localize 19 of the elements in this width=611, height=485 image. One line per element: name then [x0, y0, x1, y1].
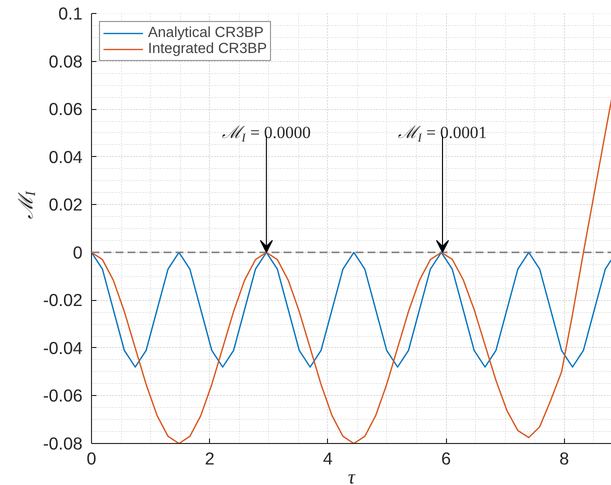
x-axis-title: τ — [348, 466, 356, 485]
y-tick-label: -0.08 — [43, 434, 83, 454]
y-tick-label: -0.04 — [43, 338, 83, 358]
x-tick-label: 8 — [559, 448, 570, 468]
y-tick-label: 0.1 — [58, 4, 83, 24]
y-tick-label: 0.06 — [48, 99, 83, 120]
y-tick-label: 0.02 — [48, 194, 83, 215]
y-tick-label: -0.06 — [43, 386, 83, 406]
y-tick-label: -0.02 — [43, 290, 83, 310]
y-axis-title: ℳI — [16, 190, 39, 220]
legend-label: Analytical CR3BP — [148, 25, 264, 41]
y-tick-label: 0.08 — [48, 51, 83, 72]
y-tick-label: 0.04 — [48, 146, 83, 167]
x-tick-label: 4 — [323, 448, 334, 468]
x-tick-label: 6 — [441, 448, 451, 468]
legend-label: Integrated CR3BP — [148, 41, 267, 57]
y-tick-label: 0 — [72, 242, 83, 262]
x-tick-label: 2 — [204, 448, 215, 468]
x-tick-label: 0 — [86, 448, 96, 468]
